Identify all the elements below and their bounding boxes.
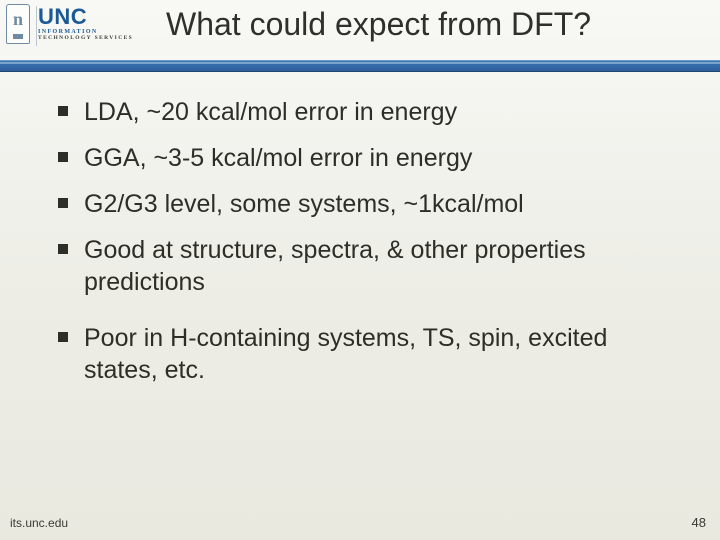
header: n UNC INFORMATION TECHNOLOGY SERVICES Wh… — [0, 0, 720, 62]
bullet-item: LDA, ~20 kcal/mol error in energy — [56, 96, 684, 128]
bullet-item: G2/G3 level, some systems, ~1kcal/mol — [56, 188, 684, 220]
footer-url: its.unc.edu — [10, 516, 68, 530]
logo-divider — [36, 6, 37, 46]
old-well-glyph: n — [13, 10, 23, 39]
bullet-item: Good at structure, spectra, & other prop… — [56, 234, 684, 298]
logo-text: UNC INFORMATION TECHNOLOGY SERVICES — [38, 4, 133, 42]
slide-title: What could expect from DFT? — [166, 6, 591, 43]
old-well-icon: n — [6, 4, 30, 44]
logo-line2: TECHNOLOGY SERVICES — [38, 36, 133, 42]
bullet-item: Poor in H-containing systems, TS, spin, … — [56, 322, 684, 386]
bullet-item: GGA, ~3-5 kcal/mol error in energy — [56, 142, 684, 174]
logo-block: n UNC INFORMATION TECHNOLOGY SERVICES — [6, 4, 133, 44]
slide-number: 48 — [692, 515, 706, 530]
accent-bar — [0, 60, 720, 72]
logo-wordmark: UNC — [38, 6, 133, 28]
content-area: LDA, ~20 kcal/mol error in energy GGA, ~3… — [56, 96, 684, 400]
bullet-list: LDA, ~20 kcal/mol error in energy GGA, ~3… — [56, 96, 684, 386]
